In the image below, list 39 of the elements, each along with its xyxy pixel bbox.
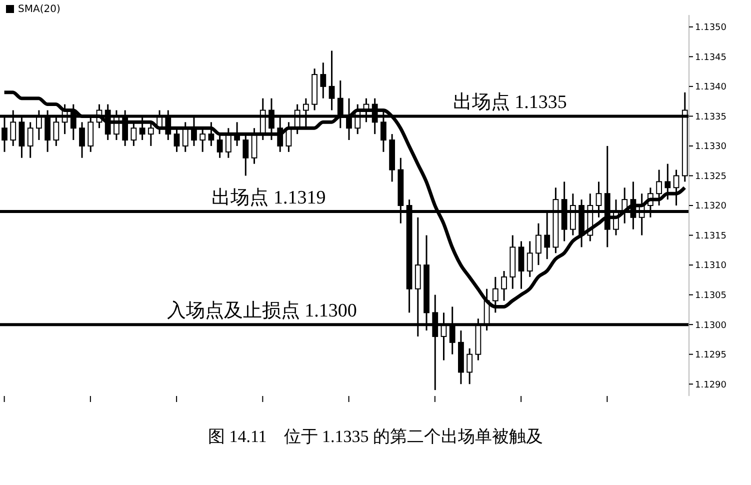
ref-line-label: 出场点 1.1335 bbox=[452, 92, 567, 114]
y-tick-label: 1.1325 bbox=[695, 172, 726, 182]
candlestick bbox=[200, 127, 206, 153]
candlestick bbox=[328, 50, 335, 111]
candlestick bbox=[501, 270, 507, 302]
y-tick-label: 1.1340 bbox=[695, 82, 727, 93]
candlestick bbox=[320, 62, 326, 100]
candlestick bbox=[208, 121, 214, 147]
candlestick bbox=[664, 163, 671, 200]
caption: 图 14.11 位于 1.1335 的第二个出场单被触及 bbox=[206, 426, 544, 448]
candlestick bbox=[148, 121, 154, 147]
candlestick bbox=[242, 133, 249, 176]
y-tick-label: 1.1315 bbox=[695, 231, 726, 242]
candlestick bbox=[182, 121, 188, 153]
y-tick-label: 1.1300 bbox=[695, 320, 727, 331]
candlestick bbox=[673, 169, 680, 206]
candlestick bbox=[225, 127, 232, 159]
candlestick bbox=[518, 240, 524, 290]
y-tick-label: 1.1335 bbox=[695, 112, 726, 122]
ref-line-label: 入场点及止损点 1.1300 bbox=[166, 300, 357, 322]
y-tick-label: 1.1290 bbox=[695, 380, 727, 390]
candlestick bbox=[526, 240, 533, 278]
candlestick bbox=[536, 222, 542, 266]
candlestick bbox=[79, 121, 85, 159]
candlestick bbox=[27, 121, 34, 159]
y-tick-label: 1.1345 bbox=[695, 52, 726, 63]
y-tick-label: 1.1350 bbox=[695, 23, 727, 34]
legend-label: SMA(20) bbox=[18, 4, 60, 15]
candlestick bbox=[216, 133, 223, 159]
candlestick bbox=[174, 127, 180, 153]
y-tick-label: 1.1295 bbox=[695, 350, 726, 361]
y-tick-label: 1.1305 bbox=[695, 290, 726, 301]
y-tick-label: 1.1330 bbox=[695, 142, 727, 152]
candlestick bbox=[466, 348, 473, 385]
ref-line-label: 出场点 1.1319 bbox=[212, 187, 326, 208]
candlestick bbox=[130, 121, 137, 147]
candlestick bbox=[656, 169, 662, 206]
y-tick-label: 1.1320 bbox=[695, 202, 727, 212]
y-tick-label: 1.1310 bbox=[695, 261, 727, 272]
